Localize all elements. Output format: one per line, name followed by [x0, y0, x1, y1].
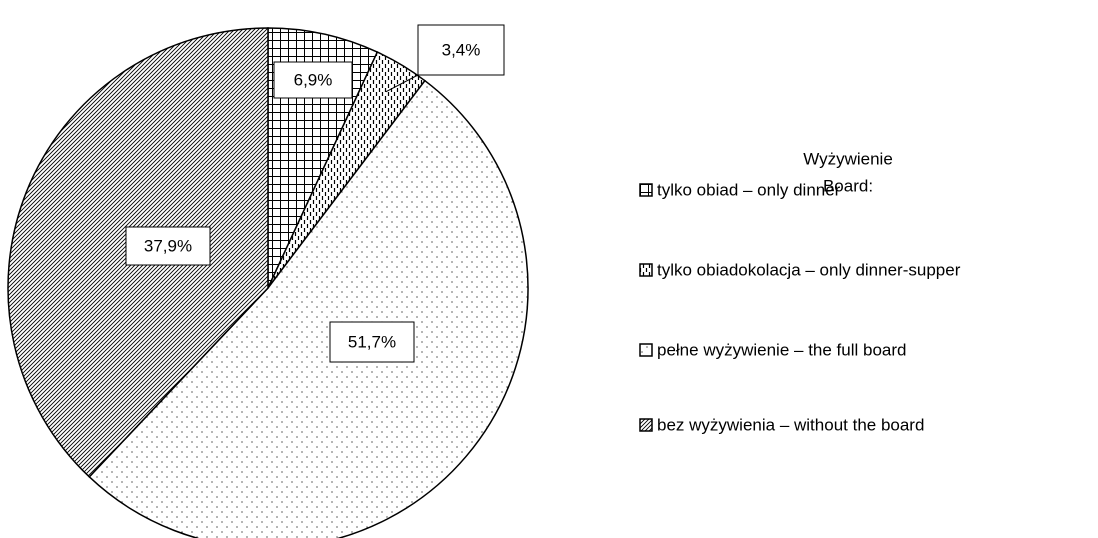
- data-labels: 6,9% 3,4% 51,7% 37,9%: [125, 24, 505, 363]
- legend-swatch: [639, 343, 653, 357]
- legend-title: Board:: [823, 176, 873, 195]
- label-box: [273, 61, 353, 99]
- legend-swatch: [639, 183, 653, 197]
- data-label: 51,7%: [348, 332, 396, 351]
- data-label: 6,9%: [294, 70, 333, 89]
- data-label: 3,4%: [442, 40, 481, 59]
- legend-label: pełne wyżywienie – the full board: [657, 340, 906, 359]
- legend-label: tylko obiad – only dinner: [657, 180, 841, 199]
- label-box: [417, 24, 505, 76]
- legend: Wyżywienie Board: tylko obiad – only din…: [639, 149, 961, 434]
- pie: [7, 27, 529, 538]
- legend-swatch: [639, 263, 653, 277]
- label-box: [329, 321, 415, 363]
- legend-swatch: [639, 418, 653, 432]
- legend-title: Wyżywienie: [803, 149, 893, 168]
- data-label: 37,9%: [144, 236, 192, 255]
- legend-label: tylko obiadokolacja – only dinner-supper: [657, 260, 961, 279]
- label-box: [125, 226, 211, 266]
- leader-line: [385, 74, 419, 93]
- legend-label: bez wyżywienia – without the board: [657, 415, 924, 434]
- pie-slice: [88, 79, 529, 538]
